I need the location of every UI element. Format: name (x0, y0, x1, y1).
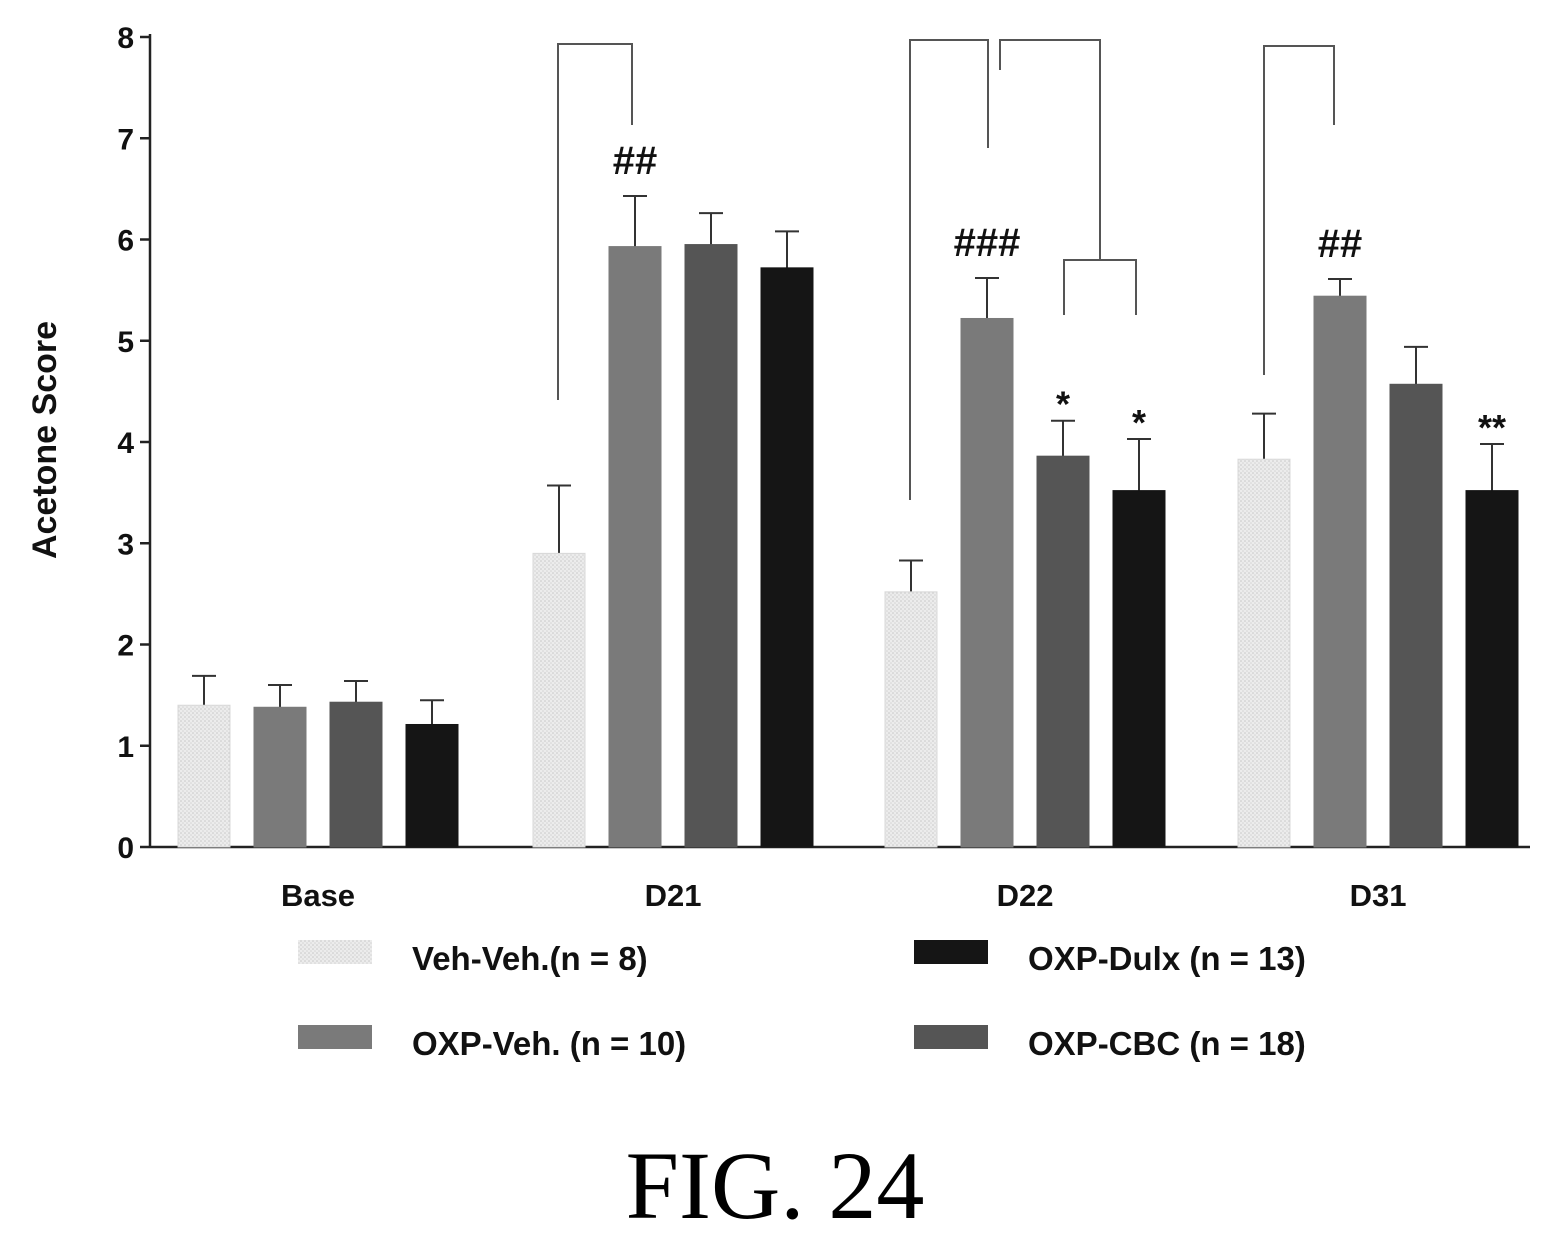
bar (1237, 458, 1291, 848)
significance-mark: ** (1478, 407, 1506, 448)
y-tick-label: 3 (117, 528, 134, 561)
bar (960, 317, 1014, 848)
legend-label: OXP-Dulx (n = 13) (1028, 940, 1306, 977)
y-tick-label: 2 (117, 630, 134, 663)
bar (1313, 295, 1367, 848)
comparison-bracket (909, 39, 989, 500)
x-tick-label: D22 (997, 878, 1054, 913)
legend-swatch (914, 1025, 988, 1049)
figure-label: FIG. 24 (626, 1132, 925, 1238)
bar (532, 552, 586, 848)
y-tick-label: 7 (117, 123, 134, 156)
bar (1112, 490, 1166, 848)
comparison-bracket (1063, 259, 1137, 315)
bar (405, 723, 459, 848)
significance-brackets (557, 39, 1335, 500)
x-tick-label: D31 (1350, 878, 1407, 913)
bar (329, 701, 383, 848)
x-tick-label: D21 (645, 878, 702, 913)
bar (760, 267, 814, 848)
legend-swatch (298, 940, 372, 964)
bar (177, 704, 231, 848)
legend-swatch (298, 1025, 372, 1049)
legend-swatch (914, 940, 988, 964)
legend-label: OXP-Veh. (n = 10) (412, 1025, 686, 1062)
y-tick-label: 4 (117, 427, 134, 460)
y-tick-label: 8 (117, 22, 134, 55)
bar (1465, 490, 1519, 848)
bar (608, 246, 662, 848)
comparison-bracket (999, 39, 1101, 260)
bar (1036, 455, 1090, 848)
legend-label: OXP-CBC (n = 18) (1028, 1025, 1306, 1062)
bar (884, 591, 938, 848)
legend-label: Veh-Veh.(n = 8) (412, 940, 648, 977)
comparison-bracket (1263, 45, 1335, 375)
significance-mark: * (1132, 402, 1146, 443)
y-tick-label: 5 (117, 326, 134, 359)
comparison-bracket (557, 43, 633, 400)
y-tick-label: 1 (117, 731, 134, 764)
bar (1389, 383, 1443, 848)
bar (253, 706, 307, 848)
x-tick-label: Base (281, 878, 355, 913)
significance-mark: ## (613, 139, 658, 183)
y-axis-label: Acetone Score (26, 321, 64, 559)
significance-mark: ## (1318, 222, 1363, 266)
legend: Veh-Veh.(n = 8) OXP-Dulx (n = 13) OXP-Veh.… (298, 940, 1306, 1062)
y-tick-label: 0 (117, 832, 134, 865)
bar (684, 244, 738, 848)
significance-mark: * (1056, 384, 1070, 425)
significance-mark: ### (954, 221, 1021, 265)
y-tick-label: 6 (117, 225, 134, 258)
